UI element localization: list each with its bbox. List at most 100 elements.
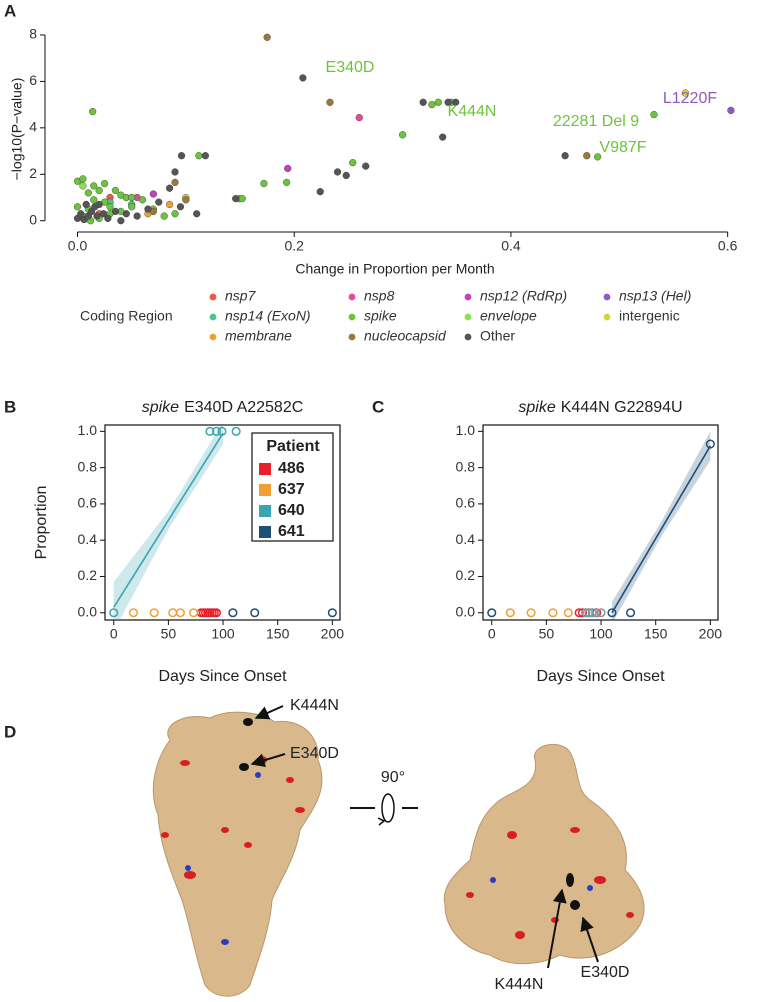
- data-point: [82, 200, 90, 209]
- data-point: [195, 152, 203, 160]
- data-point: [583, 152, 591, 160]
- data-point: [594, 153, 602, 161]
- x-tick-label: 0.2: [284, 238, 304, 254]
- data-point: [117, 217, 125, 225]
- arrow: [580, 916, 599, 963]
- x-tick-label: 100: [589, 626, 613, 642]
- data-point: [316, 188, 324, 196]
- confidence-band: [611, 431, 711, 620]
- structure-label: K444N: [290, 697, 339, 714]
- data-point: [217, 426, 227, 436]
- data-point: [626, 608, 636, 618]
- data-point: [77, 210, 85, 218]
- data-point: [182, 196, 190, 204]
- y-tick-label: 0.6: [456, 495, 476, 511]
- data-point: [283, 178, 291, 187]
- data-point: [79, 182, 87, 190]
- data-point: [584, 608, 594, 618]
- data-point: [111, 186, 120, 195]
- data-point: [144, 205, 152, 213]
- confidence-band: [113, 425, 224, 620]
- legend-label: nsp7: [225, 288, 257, 304]
- x-tick-label: 0: [488, 626, 496, 642]
- data-point: [607, 608, 617, 618]
- legend-label: 486: [278, 460, 305, 477]
- data-point: [228, 608, 238, 618]
- data-point: [327, 608, 337, 618]
- data-point: [355, 114, 363, 122]
- data-point: [487, 608, 497, 618]
- legend-swatch: [464, 333, 472, 341]
- data-point: [333, 168, 342, 176]
- data-point: [428, 101, 436, 109]
- data-point: [128, 193, 136, 202]
- fit-line: [113, 432, 224, 608]
- title-gene: spike: [142, 399, 179, 416]
- rotation-label: 90°: [381, 769, 405, 786]
- y-tick-label: 1.0: [456, 422, 476, 438]
- data-point: [444, 98, 452, 106]
- data-point: [177, 152, 186, 160]
- x-axis-title: Days Since Onset: [158, 668, 287, 685]
- legend-label: 641: [278, 523, 305, 540]
- legend-label: envelope: [480, 308, 537, 324]
- panel-d: D K444N E340D 90° K444N E340D: [4, 697, 645, 997]
- data-point: [171, 210, 179, 218]
- chart-title: spike E340D A22582C: [142, 399, 304, 416]
- data-point: [526, 608, 536, 618]
- annotation: 22281 Del 9: [553, 113, 639, 130]
- y-tick-label: 2: [29, 165, 37, 181]
- data-point: [168, 608, 178, 618]
- y-tick-label: 6: [29, 72, 37, 88]
- legend-label: membrane: [225, 328, 292, 344]
- data-point: [90, 196, 98, 204]
- data-point: [587, 608, 597, 618]
- data-point: [188, 608, 199, 618]
- data-point: [166, 200, 174, 209]
- legend-swatch: [209, 293, 217, 301]
- panel-letter: B: [4, 397, 16, 416]
- title-gene: spike: [518, 399, 555, 416]
- annotation: E340D: [326, 59, 375, 76]
- legend-swatch: [259, 463, 271, 475]
- data-point: [193, 210, 201, 218]
- arrow: [254, 705, 284, 720]
- data-point: [205, 426, 215, 436]
- legend-label: nucleocapsid: [364, 328, 447, 344]
- data-point: [284, 164, 292, 173]
- structure-label: E340D: [581, 964, 630, 981]
- x-tick-label: 0.0: [68, 238, 88, 254]
- legend-label: nsp13 (Hel): [619, 288, 691, 304]
- structure-top: [443, 743, 645, 965]
- data-point: [149, 608, 159, 618]
- data-point: [349, 159, 357, 167]
- legend-swatch: [464, 293, 472, 301]
- data-point: [149, 190, 157, 198]
- data-point: [166, 184, 174, 192]
- data-point: [548, 608, 558, 618]
- legend-label: 637: [278, 481, 305, 498]
- y-axis-title: −log10(P−value): [9, 78, 25, 181]
- data-point: [128, 608, 138, 618]
- data-point: [106, 203, 114, 211]
- legend-swatch: [259, 484, 271, 496]
- data-point: [138, 196, 147, 204]
- data-point: [263, 33, 271, 41]
- annotation: L1220F: [663, 90, 717, 107]
- panel-letter: C: [372, 397, 384, 416]
- data-point: [342, 171, 350, 180]
- legend-swatch: [464, 313, 472, 321]
- data-point: [171, 168, 179, 176]
- title-text: K444N G22894U: [561, 399, 683, 416]
- x-tick-label: 0.6: [718, 238, 738, 254]
- data-point: [681, 89, 690, 97]
- legend-label: nsp12 (RdRp): [480, 288, 567, 304]
- legend-swatch: [209, 313, 217, 321]
- x-tick-label: 100: [211, 626, 235, 642]
- data-point: [591, 608, 601, 618]
- x-tick-label: 150: [644, 626, 668, 642]
- data-point: [232, 195, 240, 203]
- legend-swatch: [259, 526, 271, 538]
